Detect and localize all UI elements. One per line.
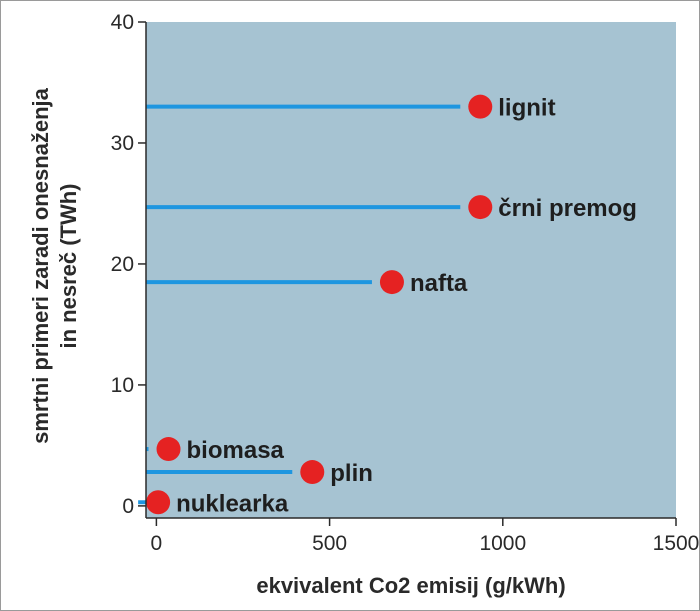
point-label: nuklearka	[176, 490, 289, 517]
y-axis-title-line1: smrtni primeri zaradi onesnaženja	[28, 87, 53, 444]
emission-bars	[138, 104, 461, 505]
x-tick-label: 1000	[479, 532, 526, 555]
x-axis-title: ekvivalent Co2 emisij (g/kWh)	[256, 573, 565, 598]
point-plin	[300, 460, 325, 485]
point-biomasa	[156, 437, 181, 462]
point-label: nafta	[410, 270, 468, 297]
point-label: plin	[330, 460, 373, 487]
y-tick-label: 0	[122, 495, 134, 518]
y-axis-title-line2: in nesreč (TWh)	[56, 183, 81, 348]
point-labels: lignit črni premog nafta biomasa plin nuklear…	[176, 95, 637, 518]
y-tick-label: 20	[111, 253, 134, 276]
y-tick-label: 40	[111, 11, 134, 34]
point-label: črni premog	[498, 195, 637, 222]
y-tick-label: 30	[111, 132, 134, 155]
x-tick-label: 500	[312, 532, 347, 555]
point-nafta	[379, 270, 404, 295]
data-points	[146, 94, 493, 515]
x-tick-label: 0	[151, 532, 163, 555]
point-črni-premog	[468, 195, 493, 220]
point-label: lignit	[498, 95, 555, 122]
y-tick-label: 10	[111, 374, 134, 397]
axes: 0 10 20 30 40 0 500 1000 1500	[111, 11, 700, 555]
point-lignit	[468, 94, 493, 119]
plot-area	[146, 22, 676, 518]
x-tick-label: 1500	[653, 532, 700, 555]
point-nuklearka	[146, 490, 171, 515]
point-label: biomasa	[187, 437, 285, 464]
